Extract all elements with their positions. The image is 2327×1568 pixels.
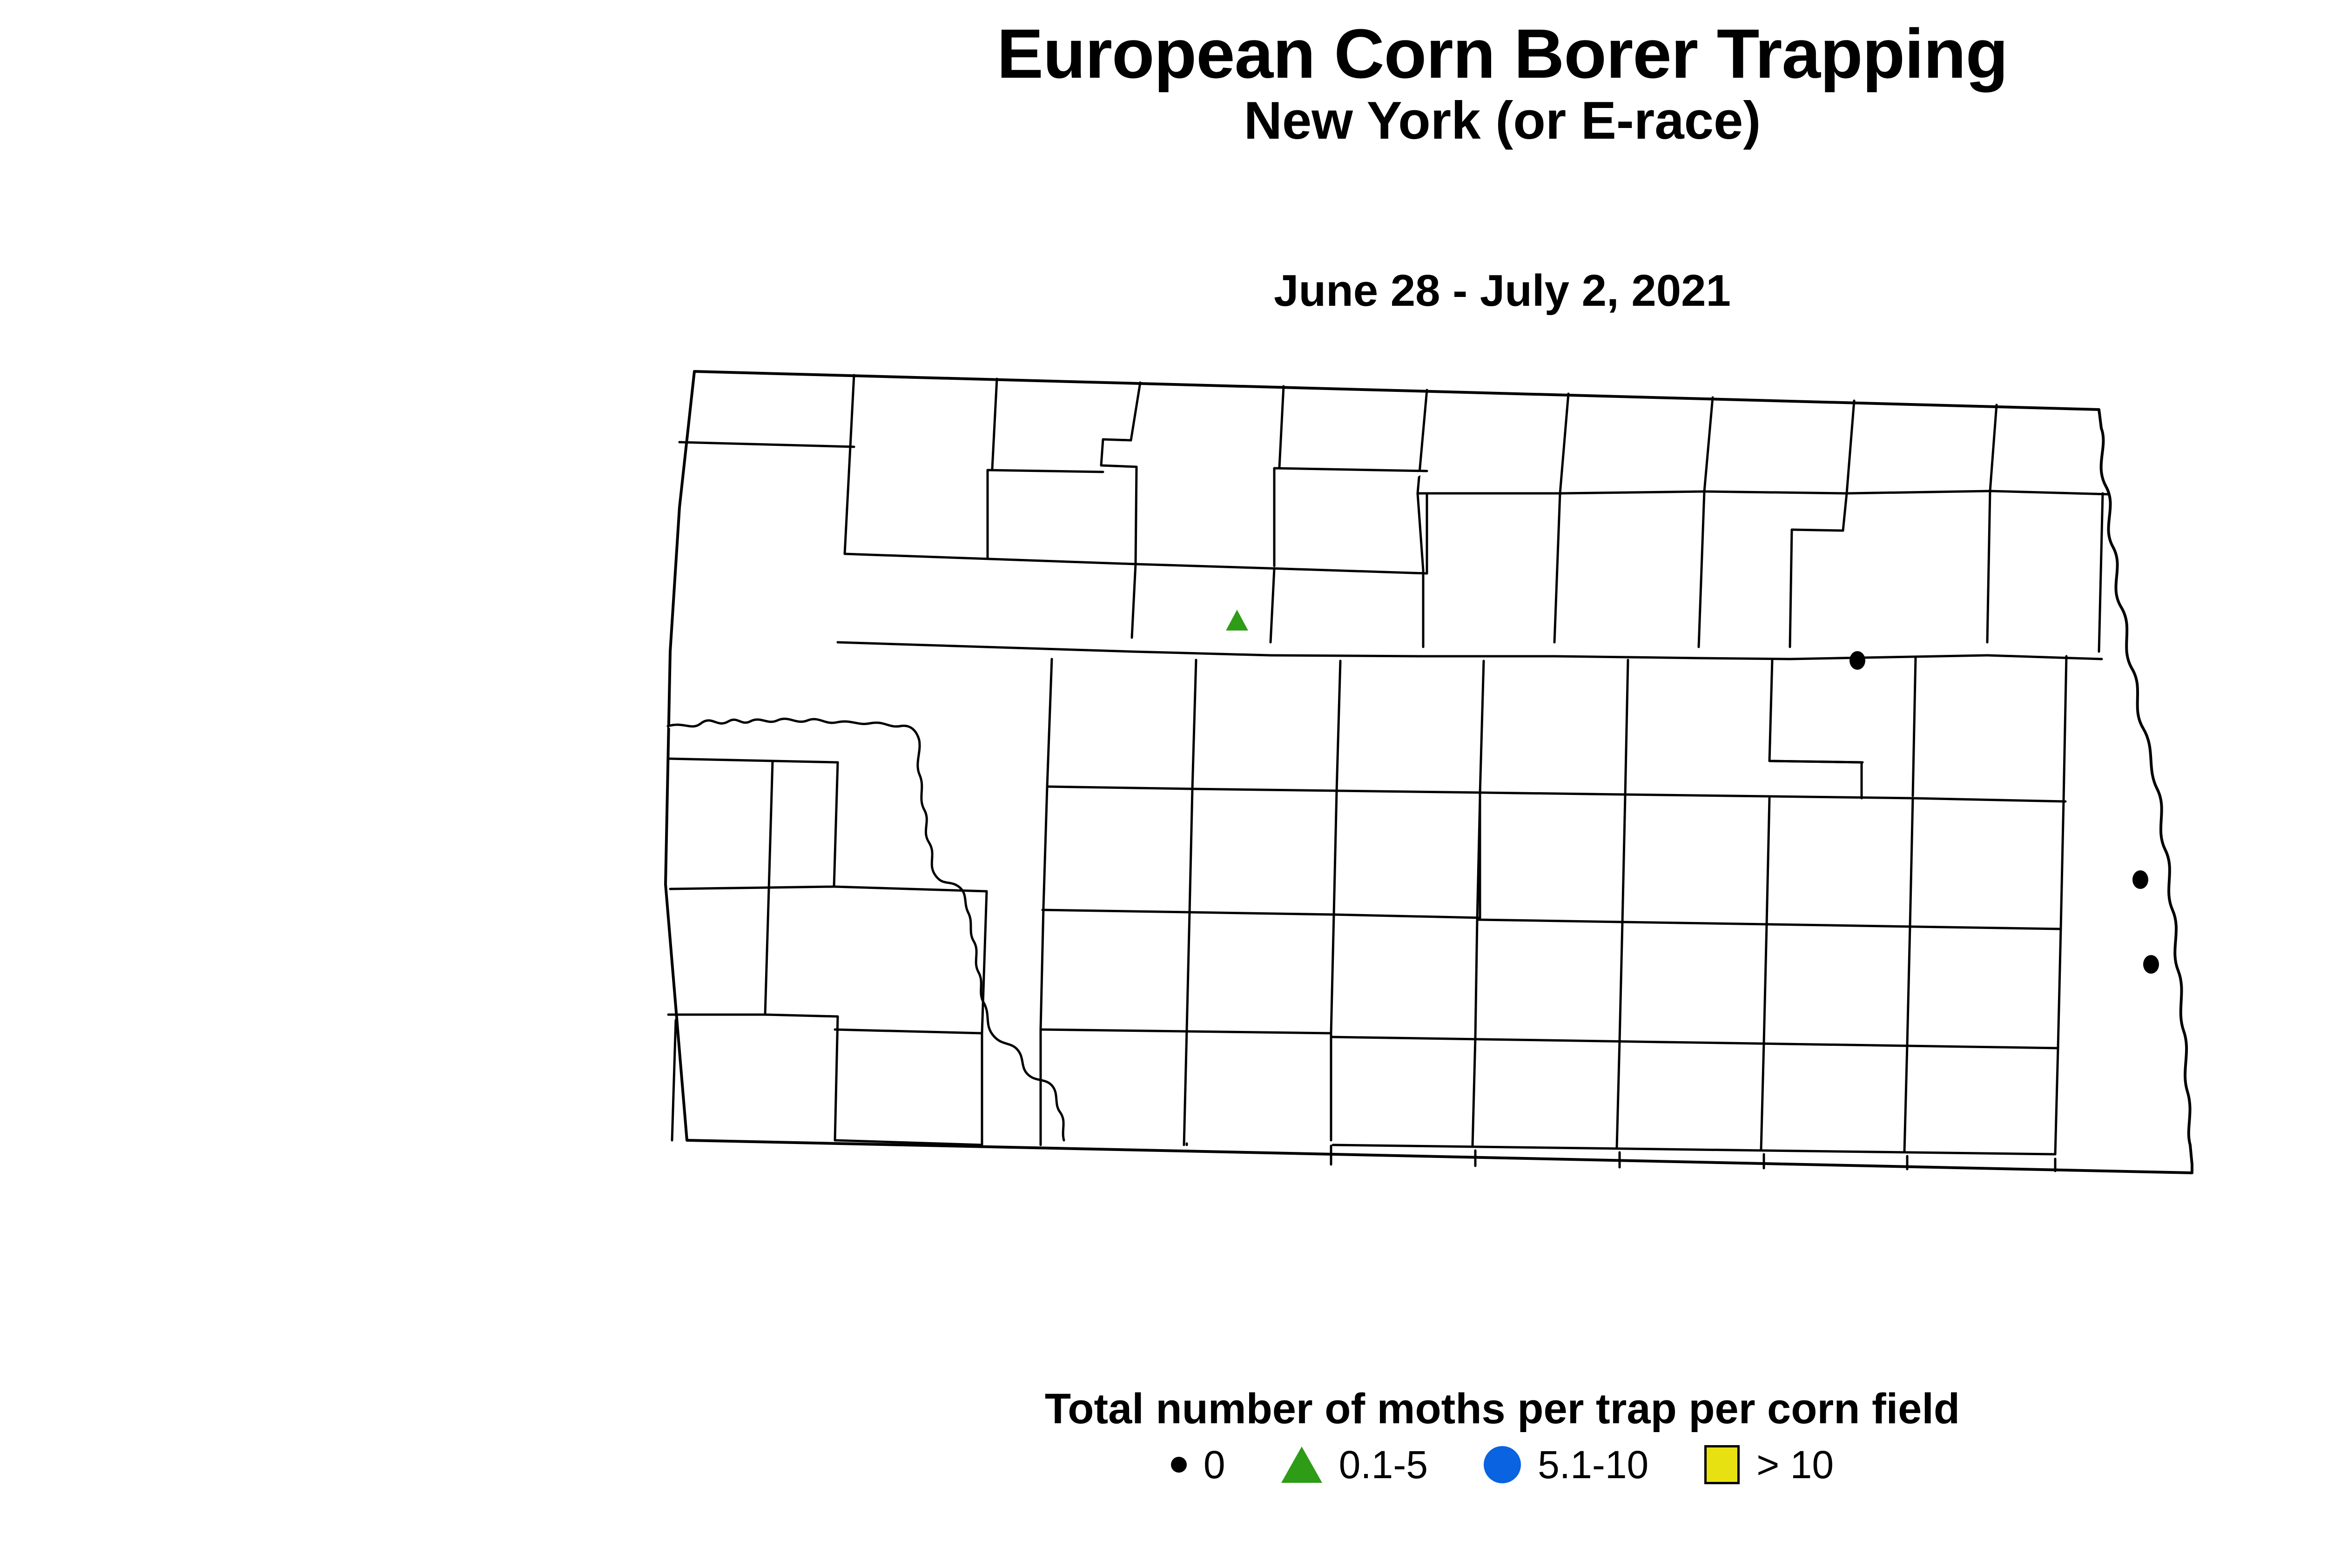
blue-circle-icon: [1484, 1446, 1521, 1483]
legend-title: Total number of moths per trap per corn …: [1044, 1385, 1960, 1433]
legend-label-medium: 5.1-10: [1538, 1443, 1649, 1487]
date-range-label: June 28 - July 2, 2021: [1274, 266, 1731, 316]
page-subtitle: New York (or E-race): [1244, 91, 1761, 150]
legend-item-zero[interactable]: 0: [1170, 1443, 1225, 1487]
legend-label-zero: 0: [1203, 1443, 1225, 1487]
page-title: European Corn Borer Trapping: [996, 14, 2008, 93]
map-marker-small-black-dot: [2143, 955, 2159, 974]
legend-item-medium[interactable]: 5.1-10: [1484, 1445, 1648, 1484]
legend-label-low: 0.1-5: [1338, 1443, 1428, 1487]
legend: 0 0.1-5 5.1-10 > 10: [0, 1445, 2327, 1484]
green-triangle-icon: [1281, 1447, 1322, 1483]
data-markers: [1226, 610, 2159, 974]
map-marker-small-black-dot: [1849, 651, 1865, 670]
legend-label-high: > 10: [1756, 1443, 1834, 1487]
map-marker-green-triangle: [1226, 610, 1248, 631]
legend-item-high[interactable]: > 10: [1704, 1445, 1834, 1484]
yellow-square-icon: [1704, 1445, 1740, 1484]
county-boundaries: [664, 370, 2193, 1174]
map-marker-small-black-dot: [2132, 870, 2148, 889]
legend-item-low[interactable]: 0.1-5: [1281, 1445, 1428, 1484]
black-dot-icon: [1170, 1457, 1187, 1473]
lake-sakakawea: [666, 717, 1065, 1142]
title-block: European Corn Borer Trapping New York (o…: [0, 17, 2327, 151]
map-svg: [664, 370, 2193, 1174]
north-dakota-county-map: [642, 354, 2271, 1350]
